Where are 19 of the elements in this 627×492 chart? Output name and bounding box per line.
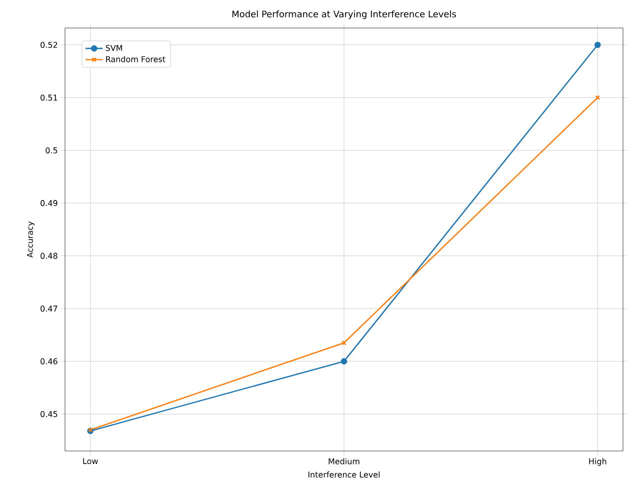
- point: [342, 340, 346, 346]
- y-tick-label: 0.45: [40, 411, 58, 418]
- x-tick-label: Low: [83, 458, 98, 464]
- y-tick-label: 0.47: [40, 306, 58, 312]
- chart-title: Model Performance at Varying Interference Levels: [232, 10, 456, 20]
- x-tick-label: High: [589, 458, 606, 466]
- legend-label: SVM: [106, 44, 122, 51]
- y-tick-label: 0.52: [40, 42, 58, 48]
- x-tick-label: Medium: [328, 458, 360, 464]
- y-tick-label: 0.49: [40, 200, 58, 206]
- y-axis-title: Accuracy: [27, 221, 35, 258]
- legend-label: Random Forest: [106, 56, 166, 62]
- y-tick-label: 0.48: [40, 252, 58, 259]
- point: [340, 358, 348, 364]
- y-tick-label: 0.46: [40, 358, 58, 364]
- y-tick-label: 0.5: [46, 147, 58, 154]
- point: [594, 42, 601, 48]
- x-axis-title: Interference Level: [308, 471, 380, 478]
- y-tick-label: 0.51: [40, 94, 58, 101]
